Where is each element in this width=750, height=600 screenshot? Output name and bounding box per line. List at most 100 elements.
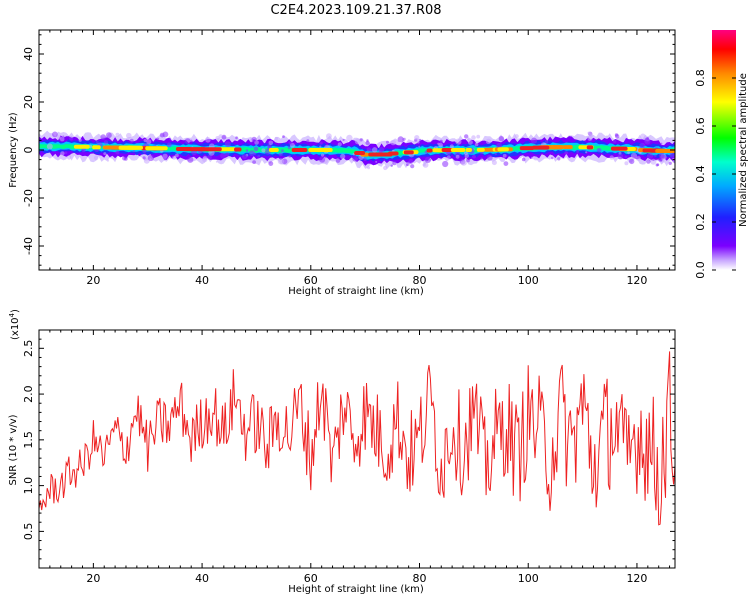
ridge-core-segment [465,148,472,152]
spectral-speckle [464,134,469,139]
svg-text:(x104): (x104) [8,309,21,340]
spectral-speckle [514,134,519,139]
x-tick-label: 100 [518,572,539,585]
spectral-speckle [587,131,591,135]
spectral-speckle [354,138,361,145]
spectral-speckle [95,140,99,144]
y-tick-label: 0 [22,147,35,154]
spectral-speckle [658,152,665,159]
spectral-speckle [56,135,61,140]
x-tick-label: 20 [86,274,100,287]
snr-frame [38,329,676,569]
snr-panel: 20 40 60 80 100 120 0.5 1.0 1.5 2.0 2.5 Height of… [8,309,676,595]
spectrogram-y-ticks: -40 -20 0 20 40 [22,34,675,266]
spectral-speckle [640,133,646,140]
spectral-speckle [278,152,283,157]
ridge-core-segment [313,148,333,152]
spectral-speckle [383,165,388,171]
spectral-speckle [630,152,638,159]
spectral-speckle [175,153,179,158]
spectrogram-y-label: Frequency (Hz) [8,112,19,188]
spectrogram-x-ticks: 20 40 60 80 100 120 [38,30,671,287]
spectral-speckle [268,161,274,167]
colorbar-tick-label: 0.8 [694,69,707,87]
x-tick-label: 40 [195,572,209,585]
ridge-core-segment [118,145,142,150]
ridge-core-segment [562,145,573,150]
spectral-speckle [288,141,293,145]
spectral-speckle [129,138,134,143]
snr-plot-area [39,351,675,526]
spectral-speckle [418,138,422,141]
spectral-speckle [46,143,53,150]
ridge-core-segment [291,148,308,152]
spectral-speckle [168,137,171,141]
spectral-speckle [146,139,152,145]
spectral-speckle [187,156,194,163]
spectral-speckle [531,156,534,159]
spectral-speckle [106,159,110,162]
spectral-speckle [103,140,109,145]
spectral-speckle [281,149,284,153]
spectral-speckle [656,163,660,166]
spectral-speckle [378,147,385,153]
spectral-speckle [354,157,358,161]
spectral-speckle [372,147,378,153]
spectral-speckle [52,131,58,138]
spectral-speckle [189,139,193,143]
spectral-speckle [644,138,651,145]
spectral-speckle [437,142,440,145]
spectral-speckle [337,142,342,147]
spectral-speckle [365,140,370,146]
spectral-speckle [386,140,389,144]
y-tick-label: 40 [22,47,35,61]
ridge-core-segment [73,144,90,149]
spectral-speckle [530,137,538,144]
spectral-speckle [639,151,642,155]
spectral-speckle [624,161,629,166]
y-tick-label: 2.0 [22,385,35,403]
spectral-speckle [564,151,568,155]
spectral-speckle [627,151,630,155]
ridge-core-segment [199,147,222,152]
ridge-core-segment [145,146,168,151]
spectral-speckle [639,142,646,149]
spectral-speckle [486,154,493,161]
spectral-speckle [363,157,367,161]
ridge-core-segment [450,148,466,152]
y-tick-label: 2.5 [22,340,35,358]
spectral-speckle [257,154,261,158]
ridge-core-segment [92,145,101,150]
spectral-speckle [466,158,470,163]
spectral-speckle [460,159,467,166]
spectral-speckle [455,154,460,159]
spectral-speckle [576,150,580,153]
y-tick-label: -40 [22,237,35,255]
ridge-core-segment [610,146,628,151]
spectral-speckle [496,142,502,149]
spectral-speckle [115,150,120,155]
spectral-speckle [403,137,407,141]
spectral-speckle [115,132,120,137]
spectral-speckle [494,153,497,156]
x-tick-label: 80 [413,572,427,585]
colorbar-gradient [712,30,736,270]
figure-title: C2E4.2023.109.21.37.R08 [270,3,441,18]
snr-y-ticks: 0.5 1.0 1.5 2.0 2.5 [22,338,675,560]
spectral-speckle [424,156,431,163]
colorbar-label: Normalized spectral amplitude [738,73,749,227]
ridge-core-segment [532,145,550,150]
ridge-core-segment [426,148,433,153]
spectral-speckle [261,148,266,153]
spectral-speckle [408,159,414,164]
spectral-speckle [215,160,218,163]
y-tick-label: -20 [22,189,35,207]
x-tick-label: 20 [86,572,100,585]
spectral-speckle [629,158,635,165]
spectral-speckle [503,161,509,167]
x-tick-label: 120 [626,572,647,585]
spectrogram-panel: 20 40 60 80 100 120 -40 -20 0 20 40 Height of str… [8,29,676,297]
x-tick-label: 100 [518,274,539,287]
spectral-speckle [390,139,397,146]
